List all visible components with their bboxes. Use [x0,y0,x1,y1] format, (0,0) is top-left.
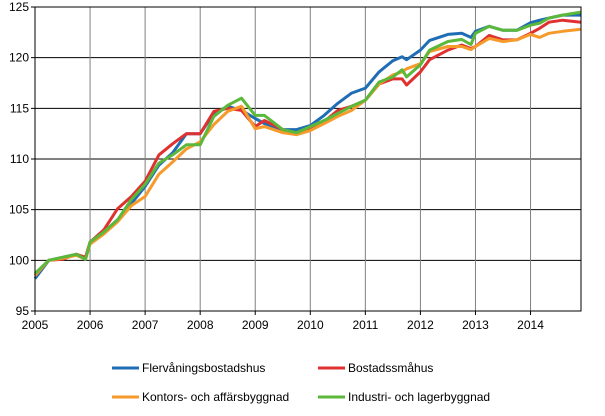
y-tick-label: 120 [9,51,29,65]
y-tick-label: 115 [10,101,29,115]
legend-item: Bostadssmåhus [318,361,433,375]
x-axis: 2005 2006 2007 2008 2009 2010 2011 2012 2013 2014 [22,318,545,332]
legend-label: Flervåningsbostadshus [142,361,265,375]
legend-label: Bostadssmåhus [348,361,433,375]
series-lines [33,10,582,280]
x-tick-label: 2010 [297,318,324,332]
x-tick-label: 2005 [22,318,49,332]
legend-label: Industri- och lagerbyggnad [348,390,490,404]
legend: Flervåningsbostadshus Bostadssmåhus Kontor… [112,361,490,404]
legend-label: Kontors- och affärsbyggnad [142,390,289,404]
x-tick-label: 2012 [407,318,434,332]
x-tick-label: 2009 [242,318,269,332]
x-tick-label: 2008 [187,318,214,332]
x-tick-label: 2011 [352,318,378,332]
series-line-3 [33,10,582,275]
y-tick-label: 100 [9,253,29,267]
plot-border [34,6,582,312]
series-line-0 [33,13,581,280]
y-tick-label: 110 [10,152,29,166]
legend-item: Kontors- och affärsbyggnad [112,390,289,404]
x-tick-label: 2006 [77,318,104,332]
series-line-2 [33,27,582,277]
legend-item: Flervåningsbostadshus [112,361,265,375]
y-tick-label: 125 [9,0,29,14]
series-line-1 [33,18,582,277]
grid [31,6,581,315]
x-tick-label: 2007 [132,318,159,332]
y-tick-label: 105 [9,203,29,217]
x-tick-label: 2014 [517,318,544,332]
y-tick-label: 95 [16,304,30,318]
y-axis: 95 100 105 110 115 120 125 [9,0,29,318]
legend-item: Industri- och lagerbyggnad [318,390,490,404]
x-tick-label: 2013 [462,318,489,332]
